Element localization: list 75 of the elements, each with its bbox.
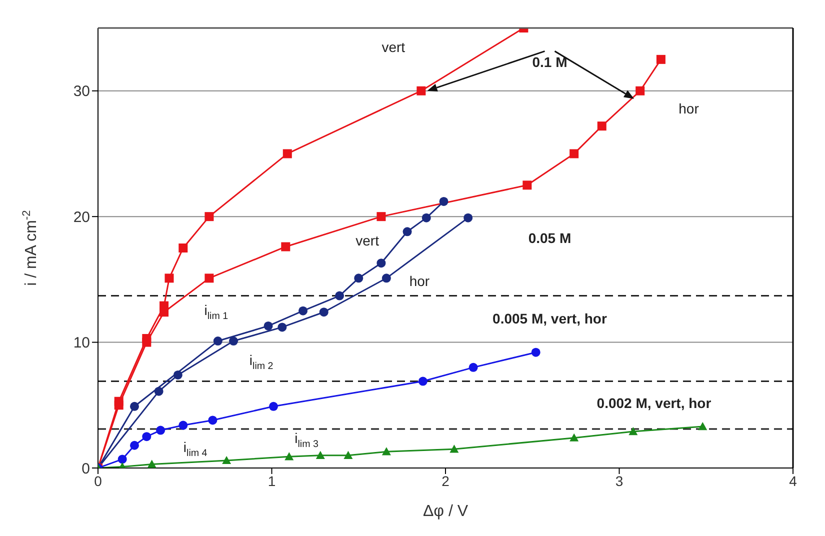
point	[173, 370, 182, 380]
point	[597, 122, 606, 131]
point	[522, 180, 532, 190]
annotation: hor	[678, 100, 700, 116]
point	[278, 322, 287, 332]
point	[142, 338, 152, 347]
annotation: i$_{lim 2}$	[249, 352, 274, 372]
point	[354, 274, 364, 283]
point	[208, 416, 218, 425]
point	[418, 376, 428, 386]
annotation: 0.005 M, vert, hor	[492, 310, 608, 326]
point	[264, 321, 273, 330]
point	[416, 86, 426, 96]
point	[344, 450, 353, 460]
x-tick-label: 0	[94, 472, 102, 489]
y-tick-label: 30	[73, 83, 90, 100]
point	[164, 274, 174, 283]
annotation: i$_{lim 1}$	[204, 302, 228, 322]
y-tick-label: 10	[73, 334, 90, 352]
point	[636, 86, 645, 96]
annotation: hor	[409, 272, 430, 289]
point	[570, 433, 579, 442]
point	[656, 54, 666, 64]
point	[376, 212, 386, 222]
x-tick-label: 2	[442, 472, 450, 489]
point	[531, 348, 540, 357]
annotation: 0.05 M	[528, 230, 572, 246]
point	[382, 447, 391, 456]
x-tick-label: 1	[268, 472, 276, 489]
point	[382, 274, 391, 283]
point	[130, 402, 139, 411]
point	[422, 213, 431, 222]
point	[229, 336, 238, 346]
annotation: 0.002 M, vert, hor	[596, 394, 712, 411]
point	[204, 274, 214, 283]
point	[628, 427, 638, 436]
point	[178, 244, 188, 252]
point	[298, 306, 308, 316]
point	[204, 212, 214, 222]
point	[281, 242, 290, 252]
point	[130, 440, 139, 450]
point	[160, 308, 169, 317]
annotation: 0.1 M	[532, 54, 568, 70]
point	[316, 450, 325, 460]
x-tick-label: 3	[615, 472, 624, 489]
point	[439, 196, 448, 206]
point	[468, 362, 478, 372]
point	[114, 400, 124, 410]
point	[335, 291, 344, 300]
point	[178, 420, 188, 430]
point	[118, 454, 127, 464]
point	[464, 213, 473, 222]
annotation: i$_{lim 3}$	[294, 430, 319, 450]
point	[213, 336, 222, 346]
point	[154, 386, 164, 396]
point	[268, 402, 278, 411]
point	[450, 444, 459, 453]
point	[402, 227, 412, 236]
y-tick-label: 0	[82, 460, 90, 478]
x-tick-label: 4	[789, 472, 798, 489]
y-tick-label: 20	[73, 208, 90, 226]
point	[142, 432, 152, 442]
annotation: vert	[382, 38, 406, 55]
annotation: vert	[356, 232, 380, 248]
point	[156, 426, 166, 435]
point	[319, 308, 328, 317]
point	[222, 456, 232, 464]
point	[698, 422, 708, 430]
point	[282, 149, 292, 158]
point	[570, 149, 579, 158]
x-axis-title: Δφ / V	[422, 503, 468, 520]
annotation: i$_{lim 4}$	[183, 438, 208, 459]
point	[147, 460, 156, 468]
point	[284, 452, 294, 460]
point	[376, 258, 386, 268]
